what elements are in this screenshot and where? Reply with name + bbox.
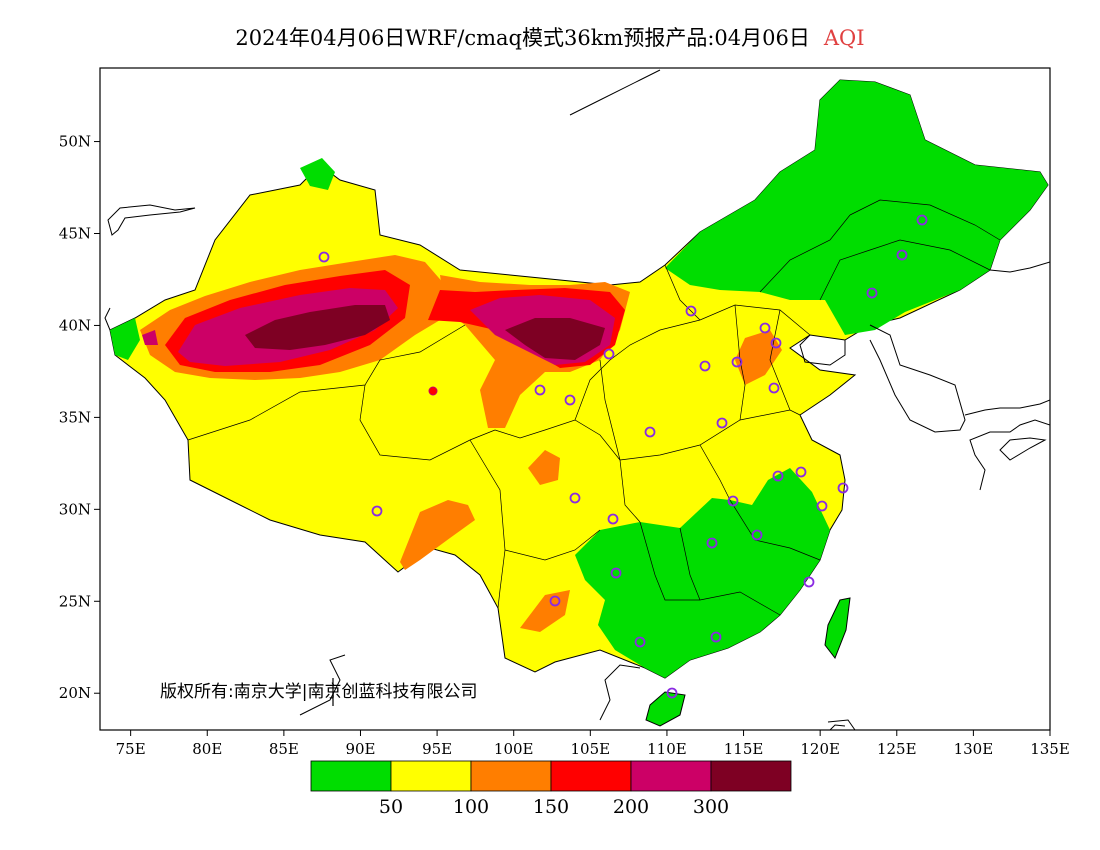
lon-tick-label: 115E xyxy=(724,740,764,758)
copyright-text: 版权所有:南京大学|南京创蓝科技有限公司 xyxy=(160,682,477,702)
station-marker xyxy=(716,417,728,429)
province-boundaries xyxy=(187,199,1001,616)
lon-tick-label: 125E xyxy=(877,740,917,758)
station-marker xyxy=(896,249,908,261)
aqi-purple-west xyxy=(142,330,158,345)
legend-color-box xyxy=(710,760,792,792)
lon-tick-label: 130E xyxy=(954,740,994,758)
lon-tick-label: 135E xyxy=(1030,740,1070,758)
station-marker xyxy=(772,470,784,482)
station-marker xyxy=(710,631,722,643)
lon-tick-label: 100E xyxy=(494,740,534,758)
aqi-color-legend: 50 100 150 200 300 xyxy=(310,760,792,818)
map-canvas xyxy=(104,69,1050,730)
lon-tick-label: 75E xyxy=(116,740,146,758)
aqi-maroon-tarim xyxy=(245,305,390,350)
longitude-axis: 75E 80E 85E 90E 95E 100E 105E 110E 115E 120E 125E 1… xyxy=(116,730,1070,758)
station-marker xyxy=(837,482,849,494)
station-marker xyxy=(816,500,828,512)
aqi-green-northwest-peak xyxy=(300,158,335,190)
legend-color-box xyxy=(310,760,392,792)
station-marker xyxy=(549,595,561,607)
lat-tick-label: 40N xyxy=(59,316,91,334)
aqi-maroon-hexi xyxy=(505,318,605,360)
station-marker xyxy=(685,305,697,317)
map-title: 2024年04月06日WRF/cmaq模式36km预报产品:04月06日 AQI xyxy=(0,22,1100,52)
legend-threshold-label: 100 xyxy=(453,796,489,818)
station-marker xyxy=(371,505,383,517)
station-marker xyxy=(564,394,576,406)
aqi-green-northeast xyxy=(665,80,1048,335)
lat-tick-label: 25N xyxy=(59,592,91,610)
legend-color-box xyxy=(390,760,472,792)
lat-tick-label: 45N xyxy=(59,225,91,243)
taiwan-island xyxy=(824,597,851,660)
legend-threshold-label: 150 xyxy=(533,796,569,818)
hotspot-marker xyxy=(428,386,438,396)
station-marker xyxy=(768,382,780,394)
station-marker xyxy=(666,687,678,699)
latitude-axis: 20N 25N 30N 35N 40N 45N 50N xyxy=(59,133,100,702)
station-marker xyxy=(759,322,771,334)
aqi-green-south xyxy=(575,468,830,678)
station-marker xyxy=(731,356,743,368)
station-marker xyxy=(803,576,815,588)
coastlines xyxy=(104,69,1050,730)
lon-tick-label: 95E xyxy=(422,740,452,758)
station-marker xyxy=(770,337,782,349)
aqi-green-west-edge xyxy=(110,318,140,360)
station-marker xyxy=(318,251,330,263)
lon-tick-label: 120E xyxy=(800,740,840,758)
legend-color-box xyxy=(630,760,712,792)
station-marker xyxy=(607,513,619,525)
legend-threshold-label: 300 xyxy=(693,796,729,818)
station-marker xyxy=(569,492,581,504)
title-variable: AQI xyxy=(823,26,865,50)
lon-tick-label: 90E xyxy=(345,740,375,758)
legend-threshold-label: 50 xyxy=(379,796,403,818)
hainan-island xyxy=(645,691,686,727)
lon-tick-label: 80E xyxy=(192,740,222,758)
lat-tick-label: 20N xyxy=(59,684,91,702)
station-marker xyxy=(699,360,711,372)
lon-tick-label: 85E xyxy=(269,740,299,758)
station-marker xyxy=(603,348,615,360)
title-text: 2024年04月06日WRF/cmaq模式36km预报产品:04月06日 xyxy=(235,26,810,50)
aqi-orange-northchina xyxy=(735,330,782,385)
station-marker xyxy=(916,214,928,226)
station-marker xyxy=(751,529,763,541)
station-marker xyxy=(727,495,739,507)
legend-color-box xyxy=(470,760,552,792)
lon-tick-label: 105E xyxy=(571,740,611,758)
monitoring-stations xyxy=(318,214,928,699)
station-marker xyxy=(610,567,622,579)
legend-color-box xyxy=(550,760,632,792)
map-frame xyxy=(99,67,1051,731)
legend-threshold-label: 200 xyxy=(613,796,649,818)
station-marker xyxy=(866,287,878,299)
aqi-orange-yunnan xyxy=(520,590,570,632)
station-marker xyxy=(634,636,646,648)
aqi-orange-sichuan xyxy=(528,450,560,485)
lat-tick-label: 50N xyxy=(59,133,91,151)
station-marker xyxy=(534,384,546,396)
aqi-orange-tibet xyxy=(400,500,475,570)
lat-tick-label: 35N xyxy=(59,408,91,426)
lat-tick-label: 30N xyxy=(59,500,91,518)
station-marker xyxy=(795,466,807,478)
lon-tick-label: 110E xyxy=(647,740,687,758)
station-marker xyxy=(644,426,656,438)
station-marker xyxy=(706,537,718,549)
